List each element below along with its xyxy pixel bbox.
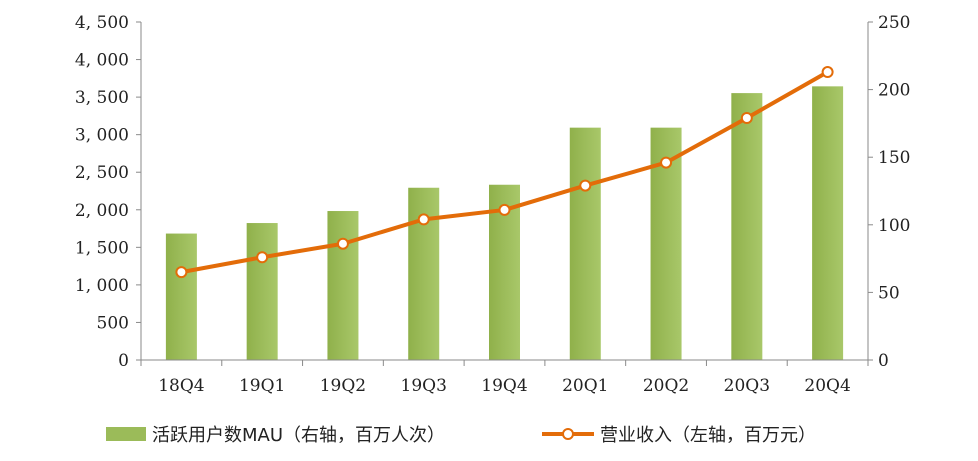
right-tick-label: 150: [878, 148, 910, 168]
revenue-point-20Q3: [740, 111, 753, 124]
x-tick-label-20Q4: 20Q4: [804, 376, 850, 396]
bar-20Q3: [730, 92, 764, 361]
right-tick-label: 0: [878, 351, 889, 371]
left-tick-label: 2, 000: [75, 201, 129, 221]
axes: [140, 22, 869, 361]
revenue-point-19Q4: [498, 203, 511, 216]
x-tick-label-19Q4: 19Q4: [481, 376, 527, 396]
left-tick-label: 1, 500: [75, 238, 129, 258]
bar-series: [164, 85, 845, 361]
left-tick-label: 3, 000: [75, 126, 129, 146]
x-tick-label-20Q2: 20Q2: [643, 376, 689, 396]
left-tick-label: 3, 500: [75, 88, 129, 108]
bar-19Q2: [326, 210, 360, 361]
bar-19Q3: [407, 186, 441, 361]
x-tick-label-19Q1: 19Q1: [239, 376, 285, 396]
left-tick-label: 4, 500: [75, 13, 129, 33]
legend-bar-label: 活跃用户数MAU（右轴，百万人次）: [152, 425, 445, 446]
left-tick-label: 2, 500: [75, 163, 129, 183]
line-series: [175, 66, 834, 279]
x-tick-label-19Q2: 19Q2: [320, 376, 366, 396]
left-tick-label: 4, 000: [75, 51, 129, 71]
legend: 活跃用户数MAU（右轴，百万人次） 营业收入（左轴，百万元）: [106, 425, 816, 446]
revenue-point-20Q2: [660, 156, 673, 169]
legend-bar-swatch: [106, 427, 146, 441]
bar-19Q1: [245, 222, 279, 361]
revenue-point-20Q4: [821, 66, 834, 79]
x-tick-label-20Q3: 20Q3: [724, 376, 770, 396]
right-tick-label: 50: [878, 283, 900, 303]
x-tick-label-19Q3: 19Q3: [401, 376, 447, 396]
right-tick-label: 250: [878, 13, 910, 33]
bar-20Q4: [811, 85, 845, 361]
legend-line-marker: [562, 428, 574, 440]
revenue-point-20Q1: [579, 179, 592, 192]
revenue-point-19Q1: [256, 251, 269, 264]
revenue-point-19Q2: [336, 237, 349, 250]
revenue-point-18Q4: [175, 266, 188, 279]
left-tick-label: 0: [118, 351, 129, 371]
right-axis-ticks: 0 50 100 150 200 250: [868, 13, 910, 371]
bar-20Q1: [568, 126, 602, 361]
right-tick-label: 200: [878, 81, 910, 101]
left-tick-label: 1, 000: [75, 276, 129, 296]
left-tick-label: 500: [97, 313, 129, 333]
right-tick-label: 100: [878, 216, 910, 236]
x-axis-ticks: 18Q4 19Q1 19Q2 19Q3 19Q4 20Q1 20Q2 20Q3 20Q4: [140, 360, 869, 396]
left-axis-ticks: 0 500 1, 000 1, 500 2, 000 2, 500 3, 000 3, 500…: [75, 13, 141, 371]
legend-line-label: 营业收入（左轴，百万元）: [600, 425, 816, 446]
revenue-point-19Q3: [417, 213, 430, 226]
x-tick-label-20Q1: 20Q1: [562, 376, 608, 396]
bar-18Q4: [164, 232, 198, 361]
x-tick-label-18Q4: 18Q4: [158, 376, 204, 396]
